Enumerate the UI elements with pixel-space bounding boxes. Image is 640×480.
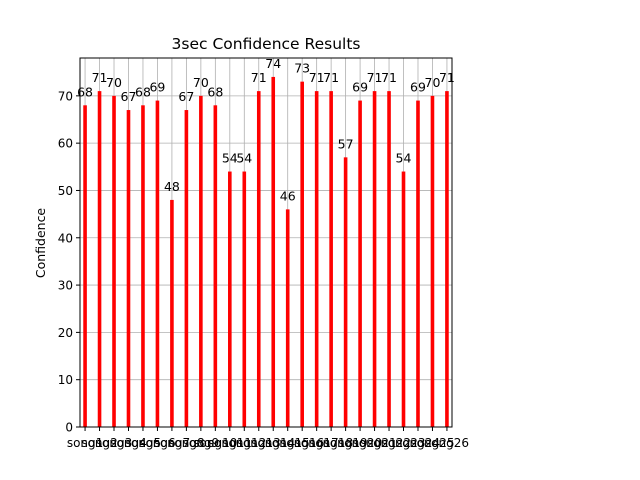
x-tick-label-song10: song10 [193,436,237,450]
grid [80,58,452,428]
bar-song6 [155,100,160,428]
bar-song19 [343,157,348,427]
data-label-song16: 73 [294,61,310,76]
bar-song8 [184,110,189,428]
data-label-song13: 71 [251,70,267,85]
x-tick-label-song22: song22 [367,436,411,450]
bar-song4 [126,110,131,428]
data-label-song3: 70 [106,75,122,90]
x-tick-label-song2: song2 [81,436,117,450]
data-label-song1: 68 [77,84,93,99]
bar-song5 [141,105,145,428]
data-label-song4: 67 [121,89,137,104]
x-tick-label-song9: song9 [183,436,219,450]
plot-frame [79,57,453,428]
y-axis-label: Confidence [33,208,48,279]
y-tick-label-60: 60 [58,137,73,151]
data-label-song26: 71 [439,70,455,85]
data-label-song25: 70 [425,75,441,90]
data-label-song21: 71 [367,70,383,85]
data-label-song9: 70 [193,75,209,90]
y-tick-label-70: 70 [58,89,73,103]
bar-song16 [300,81,304,428]
data-label-song8: 67 [178,89,194,104]
x-tick-label-song6: song6 [139,436,175,450]
data-label-song11: 54 [222,151,238,166]
x-tick-label-song7: song7 [154,436,190,450]
data-label-song18: 71 [323,70,339,85]
data-label-song19: 57 [338,136,354,151]
chart-title: 3sec Confidence Results [172,35,361,53]
bar-song26 [445,91,449,427]
bars [83,76,449,428]
data-label-song20: 69 [352,80,368,95]
bar-song14 [271,76,276,427]
bar-song21 [372,91,377,427]
data-label-song17: 71 [309,70,325,85]
bar-song9 [199,95,203,427]
bar-song3 [112,95,116,427]
x-tick-label-song17: song17 [295,436,339,450]
x-tick-label-song14: song14 [251,436,295,450]
x-ticks: song1song2song3song4song5song6song7song8… [67,427,469,450]
x-tick-label-song24: song24 [396,436,440,450]
x-tick-label-song23: song23 [381,436,425,450]
x-tick-label-song4: song4 [110,436,146,450]
y-ticks: 0 10 20 30 40 50 60 70 [58,89,80,435]
bar-song11 [228,171,232,427]
bar-song17 [314,91,319,427]
x-tick-label-song13: song13 [237,436,281,450]
data-label-song2: 71 [92,70,108,85]
x-tick-label-song19: song19 [324,436,368,450]
data-label-song14: 74 [265,56,281,71]
x-tick-label-song5: song5 [125,436,161,450]
x-tick-label-song16: song16 [280,436,324,450]
x-tick-label-song15: song15 [266,436,310,450]
x-tick-label-song8: song8 [168,436,204,450]
bar-song10 [213,105,218,428]
bar-song1 [83,105,87,428]
bar-song24 [416,100,420,428]
x-tick-label-song25: song25 [410,436,454,450]
x-tick-label-song26: song26 [425,436,469,450]
axes [79,57,453,428]
data-label-song23: 54 [396,151,412,166]
y-tick-label-40: 40 [58,231,73,245]
data-labels: 6871706768694867706854547174467371715769… [77,56,455,203]
y-tick-label-0: 0 [65,421,73,435]
x-tick-label-song18: song18 [309,436,353,450]
bar-song12 [242,171,247,427]
y-tick-label-30: 30 [58,279,73,293]
data-label-song10: 68 [207,84,223,99]
bar-song20 [358,100,362,428]
data-label-song7: 48 [164,179,180,194]
x-tick-label-song11: song11 [208,436,252,450]
bar-song15 [285,209,290,427]
bar-song25 [430,95,435,427]
bar-song18 [329,91,333,427]
bar-song7 [170,199,174,427]
data-label-song12: 54 [236,151,252,166]
y-tick-label-10: 10 [58,373,73,387]
x-tick-label-song1: song1 [67,436,103,450]
data-label-song15: 46 [280,188,296,203]
data-label-song5: 68 [135,84,151,99]
x-tick-label-song21: song21 [353,436,397,450]
data-label-song24: 69 [410,80,426,95]
y-tick-label-50: 50 [58,184,73,198]
x-tick-label-song20: song20 [338,436,382,450]
bar-song13 [256,91,261,427]
bar-song23 [401,171,406,427]
data-label-song22: 71 [381,70,397,85]
x-tick-label-song3: song3 [96,436,132,450]
data-label-song6: 69 [149,80,165,95]
bar-song22 [387,91,391,427]
bar-song2 [97,91,102,427]
y-tick-label-20: 20 [58,326,73,340]
x-tick-label-song12: song12 [222,436,266,450]
